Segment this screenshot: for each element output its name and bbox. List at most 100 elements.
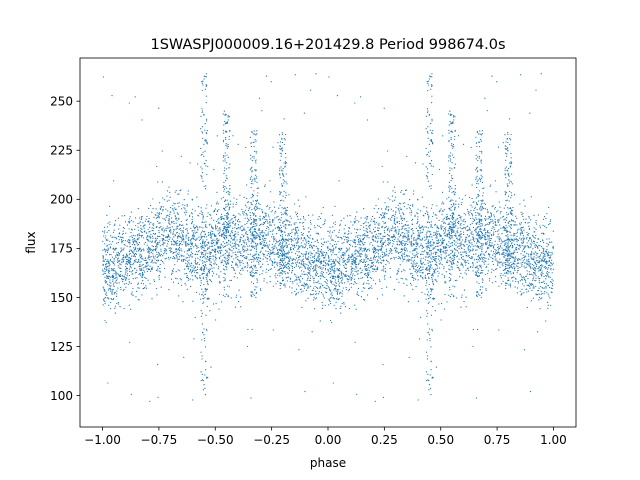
data-point: [265, 244, 267, 246]
data-point: [145, 218, 147, 220]
data-point: [322, 267, 324, 269]
data-point: [115, 238, 118, 240]
data-point: [259, 288, 262, 290]
data-point: [159, 267, 161, 270]
data-point: [186, 263, 189, 265]
data-point: [323, 259, 325, 262]
data-point: [279, 287, 281, 290]
data-point: [141, 255, 143, 258]
data-point: [418, 233, 420, 235]
data-point: [105, 249, 107, 251]
data-point: [478, 264, 480, 266]
data-point: [278, 229, 280, 232]
data-point: [527, 284, 529, 286]
data-point: [373, 246, 375, 248]
data-point: [509, 271, 512, 273]
data-point: [529, 282, 531, 284]
data-point: [133, 237, 135, 240]
data-point: [291, 231, 293, 233]
data-point: [200, 235, 202, 237]
data-point: [528, 225, 530, 227]
data-point: [262, 223, 265, 226]
data-point: [516, 263, 518, 265]
data-point: [422, 263, 424, 265]
data-point: [297, 260, 299, 262]
data-point: [440, 251, 442, 254]
data-point: [343, 266, 346, 268]
data-point: [481, 247, 483, 249]
data-point: [298, 256, 300, 258]
data-point: [182, 227, 185, 229]
data-point: [194, 269, 196, 272]
data-point: [193, 267, 195, 270]
data-point: [269, 251, 271, 253]
data-point: [369, 266, 372, 268]
data-point: [274, 210, 277, 213]
data-point: [205, 250, 207, 252]
data-point: [315, 290, 317, 292]
data-point: [227, 202, 229, 204]
data-point: [406, 224, 408, 226]
data-point: [126, 262, 128, 264]
data-point: [395, 228, 397, 230]
data-point: [167, 214, 169, 216]
data-point: [485, 266, 487, 269]
data-point: [521, 238, 523, 240]
data-point: [493, 269, 495, 272]
data-point: [412, 276, 414, 279]
data-point: [235, 243, 237, 245]
data-point: [126, 260, 128, 263]
data-point: [381, 287, 383, 290]
data-point: [332, 259, 334, 261]
data-point: [438, 303, 440, 305]
data-point: [102, 230, 104, 233]
data-point: [426, 248, 428, 250]
data-point: [329, 230, 331, 232]
data-point: [222, 254, 224, 256]
data-point: [327, 249, 329, 251]
data-point: [552, 280, 554, 282]
data-point: [347, 237, 350, 239]
data-point: [396, 248, 398, 250]
data-point: [212, 249, 214, 251]
data-point: [129, 239, 131, 241]
data-point: [295, 262, 297, 264]
data-point: [106, 251, 109, 254]
data-point: [448, 268, 450, 270]
data-point: [282, 213, 284, 215]
data-point: [310, 223, 312, 225]
data-point: [552, 262, 554, 264]
data-point: [512, 263, 514, 265]
data-point: [157, 243, 159, 246]
data-point: [189, 263, 191, 265]
data-point: [547, 267, 550, 269]
data-point: [108, 284, 110, 286]
data-point: [317, 252, 319, 254]
data-point: [466, 225, 468, 227]
data-point: [296, 215, 299, 218]
data-point: [243, 240, 245, 242]
data-point: [501, 216, 503, 218]
data-point: [123, 243, 125, 246]
data-point: [393, 227, 395, 229]
data-point: [259, 273, 261, 276]
data-point: [287, 253, 289, 255]
data-point: [270, 224, 272, 226]
data-point: [503, 229, 505, 232]
data-point: [141, 216, 143, 218]
data-point: [497, 221, 499, 224]
data-point: [110, 298, 113, 300]
data-point: [350, 279, 352, 281]
data-point: [269, 254, 271, 256]
data-point: [516, 235, 518, 238]
data-point: [463, 233, 465, 236]
data-point: [534, 237, 537, 239]
data-point: [532, 278, 534, 280]
data-point: [396, 240, 398, 243]
data-point: [533, 256, 535, 258]
data-point: [482, 258, 484, 261]
data-point: [524, 205, 526, 207]
data-point: [545, 267, 547, 269]
data-point: [521, 277, 523, 279]
data-point: [241, 225, 243, 227]
